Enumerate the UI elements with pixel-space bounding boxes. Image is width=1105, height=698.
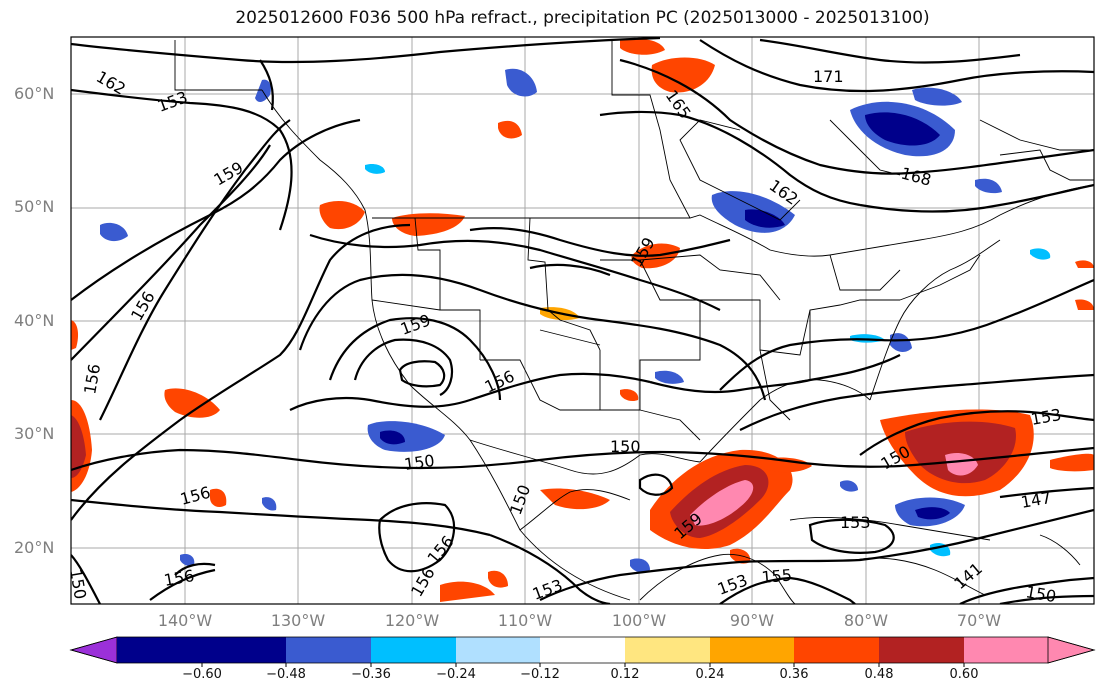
colorbar-extend-low <box>69 636 118 664</box>
lon-label: 80°W <box>843 611 889 630</box>
colorbar-bin <box>964 637 1048 663</box>
colorbar-bin <box>202 637 286 663</box>
contour-label: 150 <box>403 451 436 474</box>
colorbar-tick-label: −0.60 <box>182 667 222 682</box>
contour-label: 155 <box>761 565 793 587</box>
colorbar-tick-label: −0.24 <box>436 667 476 682</box>
lon-label: 140°W <box>157 611 213 630</box>
lon-label: 70°W <box>956 611 1002 630</box>
colorbar-tick-label: 0.12 <box>610 667 640 682</box>
colorbar-tick-label: 0.36 <box>779 667 809 682</box>
lon-label: 90°W <box>729 611 775 630</box>
colorbar-tick-label: −0.48 <box>266 667 306 682</box>
colorbar-bin <box>625 637 710 663</box>
lat-label: 20°N <box>14 538 55 557</box>
colorbar-bin <box>794 637 879 663</box>
plot-border <box>70 36 1095 605</box>
colorbar-tick-label: 0.48 <box>864 667 894 682</box>
lon-label: 110°W <box>497 611 553 630</box>
colorbar-bin <box>879 637 964 663</box>
colorbar-tick-label: −0.12 <box>520 667 560 682</box>
colorbar-bin <box>710 637 794 663</box>
precip-shading <box>71 38 1094 602</box>
contour-label: 150 <box>610 437 641 456</box>
lon-label: 130°W <box>270 611 326 630</box>
contour-label: 150 <box>1024 582 1057 606</box>
coastlines-borders <box>174 40 1094 604</box>
colorbar-tick-label: −0.36 <box>351 667 391 682</box>
colorbar-tick-label: 0.24 <box>695 667 725 682</box>
map-title: 2025012600 F036 500 hPa refract., precip… <box>235 8 930 28</box>
contour-label: 171 <box>813 67 844 86</box>
colorbar-tick-label: 0.60 <box>949 667 979 682</box>
lat-label: 40°N <box>14 311 55 330</box>
colorbar-extend-high <box>1047 636 1096 664</box>
contour-label: 153 <box>840 513 871 532</box>
colorbar-bin <box>456 637 540 663</box>
colorbar-outline <box>69 636 1096 664</box>
colorbar-bin <box>117 637 202 663</box>
lon-label: 100°W <box>611 611 667 630</box>
colorbar-bin <box>371 637 456 663</box>
lat-label: 60°N <box>14 84 55 103</box>
contour-label: 150 <box>66 567 90 600</box>
lon-label: 120°W <box>384 611 440 630</box>
lat-label: 30°N <box>14 424 55 443</box>
colorbar-bin <box>286 637 371 663</box>
colorbar <box>69 636 1096 667</box>
refractivity-contours <box>71 37 1094 604</box>
colorbar-bin <box>540 637 625 663</box>
lat-label: 50°N <box>14 197 55 216</box>
